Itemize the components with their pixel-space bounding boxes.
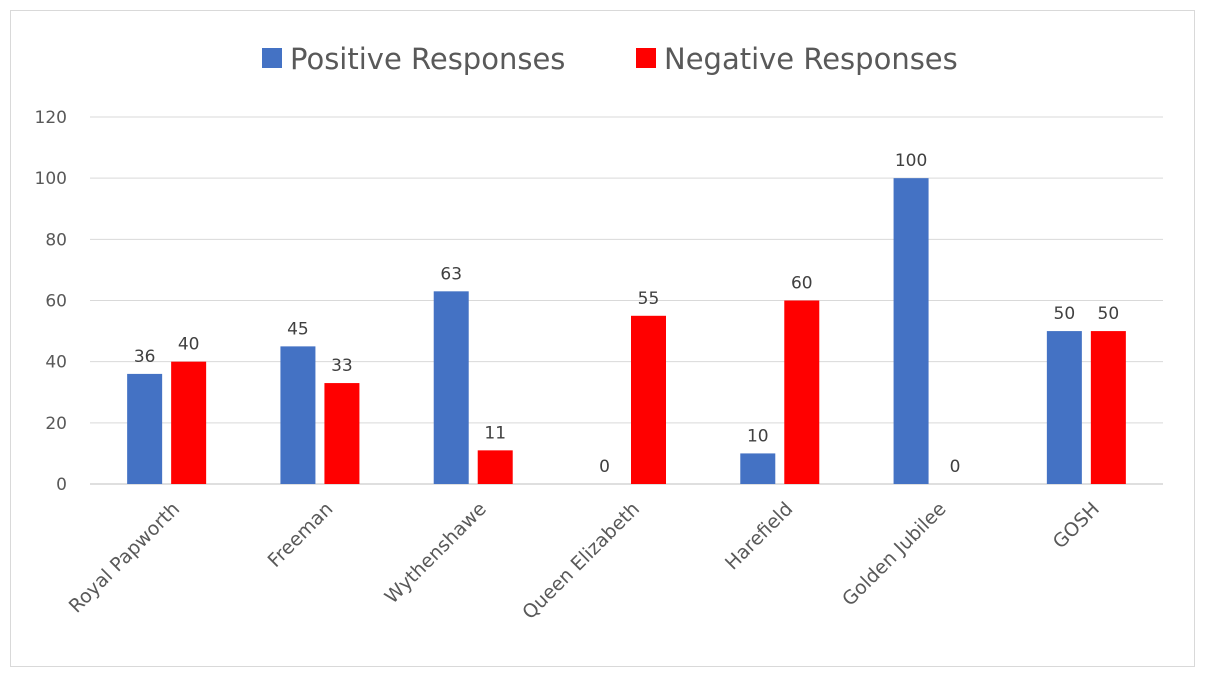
x-category-label: Wythenshawe	[381, 498, 491, 608]
y-tick-label: 100	[35, 169, 67, 189]
y-tick-label: 0	[56, 475, 67, 495]
gridlines	[90, 116, 1163, 485]
bar-positive	[280, 346, 316, 484]
bar-negative	[631, 315, 666, 484]
bar-negative	[784, 300, 820, 484]
y-tick-label: 20	[45, 414, 67, 434]
bar-negative	[477, 450, 513, 484]
legend: Positive Responses Negative Responses	[262, 42, 958, 76]
data-labels: 36 40 45 33 63 11 0 55 10 60 100 0 50 50	[134, 151, 1119, 477]
x-category-label: GOSH	[1049, 498, 1104, 553]
data-label: 100	[895, 151, 927, 171]
legend-swatch	[636, 48, 656, 68]
data-label: 50	[1054, 304, 1076, 324]
data-label: 11	[484, 423, 506, 443]
data-label: 0	[599, 457, 610, 477]
y-tick-label: 80	[45, 230, 67, 250]
data-label: 0	[950, 457, 961, 477]
bar-positive	[740, 453, 776, 484]
data-label: 55	[638, 289, 660, 309]
bar-negative	[171, 361, 207, 484]
legend-swatch	[262, 48, 282, 68]
x-category-label: Queen Elizabeth	[518, 498, 644, 624]
data-label: 40	[178, 335, 200, 355]
x-category-label: Freeman	[264, 498, 338, 572]
bar-positive	[433, 291, 469, 484]
chart-frame	[10, 10, 1195, 667]
bar-negative	[324, 383, 360, 484]
data-label: 63	[440, 264, 462, 284]
y-tick-label: 120	[35, 108, 67, 128]
bar-negative	[1090, 331, 1126, 484]
data-label: 60	[791, 274, 813, 294]
data-label: 10	[747, 426, 769, 446]
bar-positive	[127, 373, 163, 484]
data-label: 50	[1098, 304, 1120, 324]
data-label: 33	[331, 356, 353, 376]
bars	[127, 178, 1126, 484]
x-category-label: Royal Papworth	[65, 498, 184, 617]
data-label: 36	[134, 347, 156, 367]
y-tick-label: 40	[45, 353, 67, 373]
legend-label: Negative Responses	[664, 42, 958, 76]
y-tick-label: 60	[45, 292, 67, 312]
bar-positive	[893, 178, 929, 484]
x-axis-categories: Royal Papworth Freeman Wythenshawe Queen El…	[65, 498, 1104, 624]
x-category-label: Harefield	[721, 498, 797, 574]
x-category-label: Golden Jubilee	[838, 498, 951, 611]
y-axis-ticks: 0 20 40 60 80 100 120	[35, 108, 67, 495]
legend-label: Positive Responses	[290, 42, 565, 76]
bar-positive	[1046, 331, 1082, 484]
data-label: 45	[287, 319, 309, 339]
